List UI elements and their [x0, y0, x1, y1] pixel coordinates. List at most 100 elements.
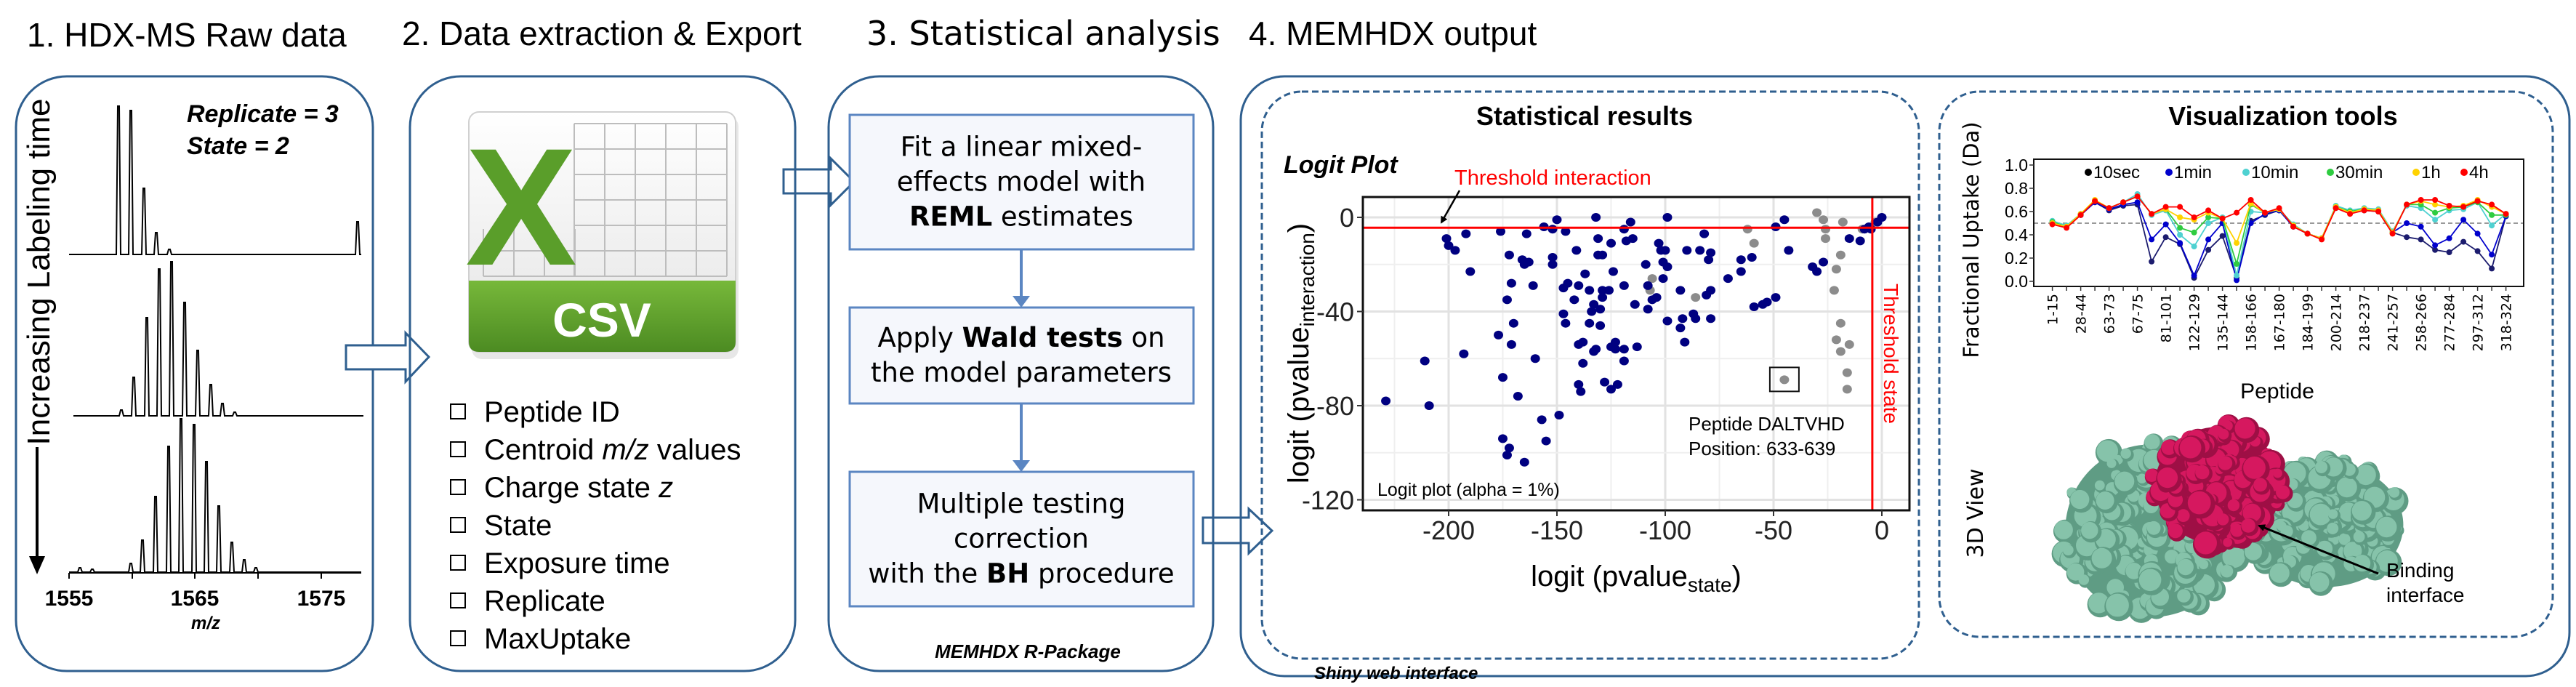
checkbox-icon — [450, 517, 466, 533]
y-axis-title: logit (pvalueinteraction) — [1283, 223, 1319, 483]
data-point — [2432, 197, 2439, 203]
data-point — [2262, 209, 2269, 216]
panel-frame — [15, 75, 374, 672]
point-significant — [1547, 253, 1558, 262]
y-tick-label: 0 — [1340, 203, 1354, 233]
x-tick-label: 158-166 — [2244, 294, 2260, 351]
point-significant — [1610, 345, 1620, 354]
data-point — [2234, 240, 2240, 246]
legend-marker — [2242, 169, 2250, 176]
data-point — [2489, 252, 2495, 258]
3d-view-label: 3D View — [1963, 469, 1989, 558]
point-significant — [1706, 248, 1716, 257]
data-point — [2404, 201, 2410, 208]
threshold-pointer-arrow — [1440, 190, 1461, 224]
data-point — [2418, 223, 2424, 230]
x-tick-label: 241-257 — [2386, 294, 2402, 351]
panel-frame — [408, 75, 797, 672]
data-point — [2333, 205, 2339, 212]
point-significant — [1762, 297, 1772, 307]
step-text-part: effects model with — [897, 166, 1146, 198]
point-significant — [1595, 305, 1606, 314]
point-significant — [1506, 278, 1516, 288]
point-significant — [1537, 415, 1547, 425]
field-text: values — [649, 434, 741, 466]
arrow-down-icon — [1013, 460, 1030, 472]
data-point — [2149, 236, 2155, 243]
data-point — [2503, 211, 2509, 217]
y-axis-title: Fractional Uptake (Da) — [1959, 121, 1984, 358]
data-point — [2162, 204, 2169, 210]
data-point — [2446, 235, 2452, 241]
data-point — [2418, 236, 2424, 243]
data-point — [2432, 242, 2439, 249]
panel-memhdx-output: 4. MEMHDX output Statistical results Vis… — [1239, 15, 2571, 683]
mz-axis: 1555 1565 1575 m/z — [45, 572, 361, 633]
step-box — [848, 470, 1195, 608]
legend-marker — [2085, 169, 2092, 176]
step-text-bold: REML — [909, 201, 992, 233]
step-text-part: correction — [954, 523, 1089, 555]
y-tick-label: -120 — [1302, 486, 1354, 515]
data-point — [2177, 225, 2183, 231]
x-tick-label: 67-75 — [2130, 294, 2146, 334]
point-nonsignificant — [1842, 368, 1852, 377]
data-point — [2460, 204, 2467, 210]
field-item: State — [450, 510, 552, 542]
data-point — [2177, 232, 2183, 238]
data-point — [2489, 201, 2495, 208]
data-point — [2162, 234, 2169, 241]
visualization-tools-title: Visualization tools — [2168, 101, 2397, 131]
data-point — [2319, 236, 2325, 243]
panel-title: 3. Statistical analysis — [866, 14, 1220, 53]
panel-frame — [827, 75, 1215, 672]
panel-data-export: 2. Data extraction & Export X CSV Peptid… — [402, 15, 802, 672]
point-significant — [1504, 250, 1514, 260]
data-point — [2474, 248, 2481, 254]
data-point — [2234, 277, 2240, 284]
x-tick-label: 277-284 — [2442, 294, 2458, 351]
data-point — [2077, 212, 2084, 218]
point-significant — [1682, 246, 1692, 255]
legend-label: 1h — [2421, 163, 2441, 182]
fractional-uptake-plot: 0.0 0.2 0.4 0.6 0.8 1.0 1-15 28-44 63-73 67-75 81-… — [1959, 121, 2524, 403]
legend-marker — [2165, 169, 2173, 176]
field-label: Peptide ID — [484, 396, 620, 428]
protein-3d-view — [2051, 414, 2409, 623]
y-tick-label: -40 — [1316, 297, 1354, 327]
point-significant — [1723, 274, 1733, 284]
step-text: Multiple testing — [917, 489, 1125, 520]
data-point — [2347, 211, 2354, 217]
data-point — [2361, 207, 2367, 214]
x-tick-label: 122-129 — [2187, 294, 2203, 351]
point-significant — [1591, 213, 1601, 222]
point-nonsignificant — [1821, 234, 1831, 244]
spectrum-2 — [73, 261, 363, 417]
arrow-down-icon — [1013, 296, 1030, 308]
data-point — [2489, 212, 2495, 218]
step-text: REML estimates — [909, 201, 1133, 233]
point-significant — [1519, 457, 1529, 467]
mz-tick: 1575 — [297, 587, 346, 611]
point-significant — [1506, 340, 1516, 349]
point-nonsignificant — [1829, 286, 1839, 295]
data-point — [2219, 215, 2226, 222]
field-item: Exposure time — [450, 547, 670, 579]
point-significant — [1561, 318, 1571, 328]
mz-tick: 1555 — [45, 587, 94, 611]
legend-label: 1min — [2174, 163, 2212, 182]
step-text: Fit a linear mixed- — [901, 132, 1143, 163]
mz-axis-label: m/z — [191, 614, 220, 633]
point-nonsignificant — [1831, 265, 1841, 274]
checkbox-icon — [450, 555, 466, 571]
y-tick-label: 0.4 — [2005, 225, 2028, 244]
x-tick-label: 63-73 — [2102, 294, 2118, 334]
plot-frame — [1361, 196, 1911, 512]
panel-statistical-analysis: 3. Statistical analysis Fit a linear mix… — [827, 14, 1220, 672]
x-tick-label: 135-144 — [2215, 294, 2231, 351]
x-tick-label: 218-237 — [2357, 294, 2373, 351]
data-point — [2404, 234, 2410, 241]
point-nonsignificant — [1691, 293, 1701, 302]
field-item: Replicate — [450, 585, 605, 617]
